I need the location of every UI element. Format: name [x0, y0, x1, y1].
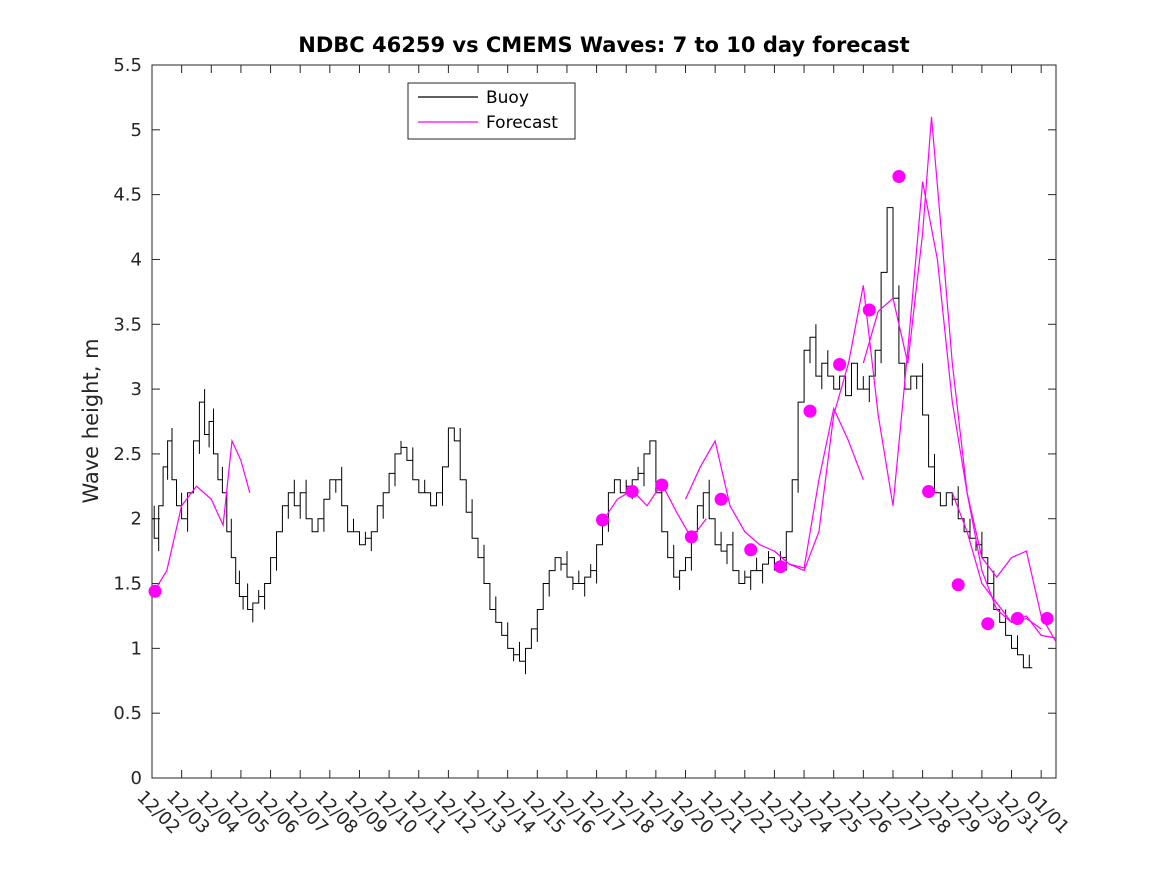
legend-forecast-label: Forecast — [486, 113, 558, 133]
legend-buoy-label: Buoy — [486, 88, 529, 108]
forecast-marker — [833, 358, 847, 371]
forecast-marker — [596, 513, 609, 527]
y-tick-label: 1.5 — [113, 574, 142, 595]
plot-area — [151, 64, 1057, 779]
y-tick-label: 2.5 — [113, 444, 142, 465]
forecast-marker — [922, 485, 936, 498]
buoy-series-line — [152, 207, 1033, 675]
y-axis-label: Wave height, m — [79, 338, 103, 503]
y-tick-label: 0 — [131, 768, 142, 789]
y-tick-label: 5 — [131, 120, 142, 141]
forecast-series-line — [154, 438, 251, 591]
y-tick-label: 4 — [131, 249, 142, 270]
y-tick-label: 3 — [131, 379, 142, 400]
y-tick-label: 2 — [131, 509, 142, 530]
forecast-marker — [803, 404, 817, 418]
forecast-marker — [744, 543, 758, 557]
forecast-marker — [981, 617, 995, 631]
chart-title: NDBC 46259 vs CMEMS Waves: 7 to 10 day f… — [298, 33, 909, 57]
forecast-marker — [892, 170, 906, 183]
y-tick-label: 3.5 — [113, 314, 142, 335]
forecast-series-line — [951, 492, 1057, 639]
y-tick-label: 5.5 — [113, 55, 142, 76]
forecast-series-line — [862, 116, 1057, 643]
legend-box — [407, 82, 576, 140]
forecast-marker — [625, 485, 639, 498]
legend: Buoy Forecast — [407, 82, 576, 140]
y-tick-label: 4.5 — [113, 185, 142, 206]
forecast-series-line — [774, 181, 1042, 630]
forecast-marker — [684, 530, 698, 544]
series-layer — [148, 116, 1057, 675]
forecast-marker — [862, 303, 876, 317]
forecast-marker — [714, 492, 728, 506]
forecast-marker — [951, 578, 965, 592]
y-tick-label: 0.5 — [113, 703, 142, 724]
forecast-marker — [655, 478, 669, 492]
y-axis: 0 0.5 1 1.5 2 2.5 3 3.5 4 4.5 5 5.5 — [113, 55, 1056, 789]
y-tick-label: 1 — [131, 638, 142, 659]
forecast-marker — [1040, 612, 1054, 625]
forecast-marker — [773, 560, 787, 574]
forecast-marker — [1011, 612, 1024, 625]
forecast-marker — [148, 584, 162, 598]
